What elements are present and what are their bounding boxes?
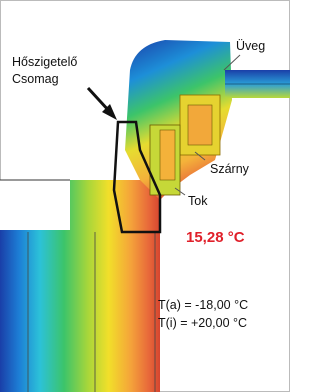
sash-chamber — [188, 105, 212, 145]
label: Tok — [188, 194, 208, 208]
label: Szárny — [210, 162, 250, 176]
label: Hőszigetelő — [12, 55, 77, 69]
label: T(a) = -18,00 °C — [158, 298, 248, 312]
label: T(i) = +20,00 °C — [158, 316, 247, 330]
temperature-label: 15,28 °C — [186, 229, 245, 246]
sill — [0, 180, 70, 230]
frame-chamber — [160, 130, 175, 180]
label: Üveg — [236, 39, 265, 53]
label: Csomag — [12, 72, 59, 86]
thermal-diagram: Hőszigetelő Csomag Üveg Szárny Tok 15,28… — [0, 0, 290, 392]
